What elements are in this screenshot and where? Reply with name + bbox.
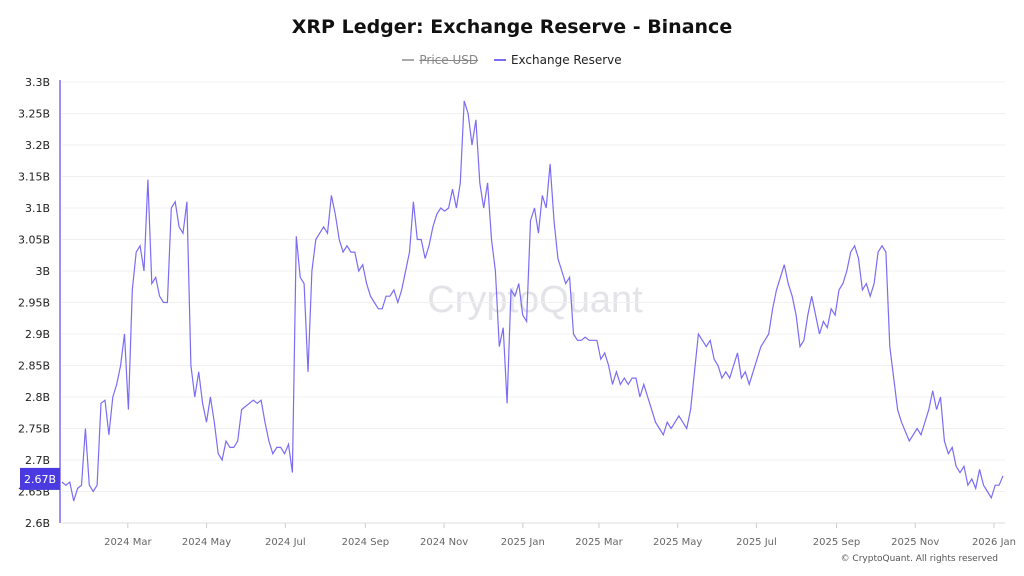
last-value-badge	[20, 467, 60, 490]
x-tick-label: 2025 Sep	[813, 537, 860, 548]
y-tick-label: 3B	[35, 265, 50, 278]
copyright-footer: © CryptoQuant. All rights reserved	[840, 554, 998, 564]
x-tick-label: 2025 Jul	[736, 537, 777, 548]
y-tick-label: 2.9B	[25, 328, 50, 341]
series-line-exchange-reserve[interactable]	[61, 100, 1004, 502]
legend-item-price-usd[interactable]: Price USD	[402, 53, 478, 67]
y-tick-label: 2.6B	[25, 517, 50, 530]
x-tick-label: 2025 Jan	[501, 537, 545, 548]
x-tick-label: 2024 Nov	[420, 537, 468, 548]
legend-label: Price USD	[419, 53, 479, 67]
x-tick-label: 2024 May	[182, 537, 231, 548]
y-tick-label: 2.95B	[18, 297, 50, 310]
x-tick-label: 2026 Jan	[972, 537, 1016, 548]
x-tick-label: 2025 May	[653, 537, 702, 548]
x-tick-label: 2025 Mar	[575, 537, 623, 548]
watermark-logo: CryptoQuant	[427, 279, 643, 321]
legend-swatch	[493, 59, 506, 61]
x-tick-label: 2024 Jul	[265, 537, 306, 548]
y-tick-label: 3.25B	[18, 108, 50, 121]
y-tick-label: 3.15B	[18, 171, 50, 184]
legend-label: Exchange Reserve	[510, 53, 622, 67]
y-tick-label: 2.8B	[25, 391, 50, 404]
y-tick-label: 3.2B	[25, 139, 50, 152]
legend: Price USD Exchange Reserve	[0, 50, 1024, 67]
y-tick-label: 2.75B	[18, 423, 50, 436]
y-tick-label: 3.1B	[25, 202, 50, 215]
y-tick-label: 2.85B	[18, 360, 50, 373]
x-tick-label: 2024 Sep	[342, 537, 389, 548]
chart-title: XRP Ledger: Exchange Reserve - Binance	[291, 16, 733, 38]
legend-item-exchange-reserve[interactable]: Exchange Reserve	[493, 53, 622, 67]
y-tick-label: 2.7B	[25, 454, 50, 467]
legend-swatch	[402, 59, 415, 61]
x-tick-label: 2025 Nov	[891, 537, 939, 548]
y-tick-label: 3.3B	[25, 76, 50, 89]
last-value-label: 2.67B	[24, 473, 56, 486]
x-tick-label: 2024 Mar	[104, 537, 152, 548]
y-tick-label: 3.05B	[18, 234, 50, 247]
